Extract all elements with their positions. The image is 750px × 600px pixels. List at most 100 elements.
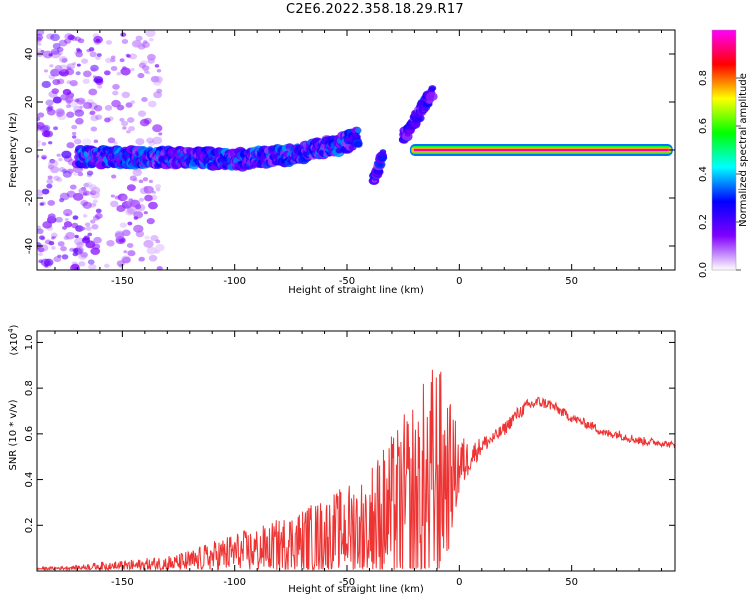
spectrogram-cell [77, 171, 84, 177]
spectrogram-ytick-label: 20 [24, 96, 35, 109]
spectrogram-cell [50, 50, 61, 59]
spectrogram-ytick-label: -20 [24, 190, 35, 206]
spectrogram-cell [126, 117, 135, 123]
spectrogram-cell [146, 71, 151, 75]
spectrogram-cell [92, 199, 98, 204]
spectrogram-cell [72, 251, 79, 257]
spectrogram-cell [130, 67, 135, 72]
spectrogram-cell [39, 202, 44, 206]
spectrogram-cell [52, 43, 61, 50]
spectrogram-cell [145, 30, 156, 37]
spectrogram-cell [116, 204, 126, 213]
spectrogram-cell [53, 126, 59, 131]
spectrogram-cell [41, 142, 47, 146]
spectrogram-cell [91, 224, 99, 230]
snr-marks [37, 369, 675, 571]
spectrogram-cell [37, 142, 41, 148]
spectrogram-cell [150, 235, 159, 242]
spectrogram-cell [46, 183, 53, 189]
spectrogram-cell [429, 86, 436, 92]
spectrogram-cell [378, 162, 384, 167]
spectrogram-panel: -150 -100 -50 0 50 -40 -20 0 20 40 Height of stra… [8, 29, 676, 296]
spectrogram-cell [142, 177, 149, 182]
spectrogram-cell [69, 247, 75, 252]
spectrogram-ytick-label: 0 [24, 147, 35, 153]
spectrogram-cell [48, 53, 53, 57]
spectrogram-cell [141, 41, 150, 48]
spectrogram-cell [62, 88, 72, 96]
spectrogram-cell [90, 114, 99, 122]
spectrogram-cell [126, 129, 131, 134]
spectrogram-cell [89, 51, 97, 58]
spectrogram-cell [74, 234, 79, 239]
spectrogram-cell [158, 132, 163, 136]
spectrogram-cell [48, 141, 53, 145]
spectrogram-ytick-label: -40 [24, 238, 35, 254]
spectrogram-cell [135, 35, 143, 41]
spectrogram-cell [120, 67, 131, 76]
spectrogram-cell [72, 248, 79, 253]
spectrogram-cell [56, 46, 64, 53]
spectrogram-cell [120, 32, 127, 37]
spectrogram-ytick-label: 40 [24, 48, 35, 61]
spectrogram-cell [59, 198, 65, 203]
spectrogram-cell [121, 91, 131, 99]
spectrogram-cell [88, 102, 98, 110]
spectrogram-cell [72, 62, 77, 66]
spectrogram-cell [112, 90, 119, 96]
spectrogram-xtick-label: 0 [456, 276, 462, 287]
spectrogram-cell [154, 76, 163, 83]
spectrogram-cell [95, 38, 101, 42]
spectrogram-cell [143, 211, 148, 215]
spectrogram-cell [48, 240, 55, 246]
spectrogram-marks [37, 30, 673, 270]
spectrogram-cell [37, 140, 42, 144]
spectrogram-cell [67, 34, 75, 41]
spectrogram-cell [77, 38, 85, 44]
spectrogram-xtick-label: -100 [223, 276, 246, 287]
spectrogram-cell [93, 104, 103, 112]
spectrogram-cell [152, 136, 163, 145]
spectrogram-cell [78, 187, 87, 195]
spectrogram-cell [50, 232, 58, 238]
spectrogram-cell [49, 64, 54, 68]
spectrogram-cell [58, 56, 68, 63]
spectrogram-cell [111, 174, 117, 179]
spectrogram-cell [65, 104, 71, 109]
spectrogram-cell [80, 251, 88, 258]
spectrogram-cell [42, 50, 53, 59]
spectrogram-cell [92, 75, 97, 79]
spectrogram-cell [95, 213, 103, 219]
spectrogram-cell [90, 126, 98, 132]
spectrogram-cell [154, 64, 160, 68]
spectrogram-cell [137, 110, 147, 117]
spectrogram-cell [148, 254, 158, 262]
spectrogram-cell [42, 221, 53, 229]
spectrogram-cell [73, 172, 78, 176]
snr-xtick-label: 50 [565, 577, 578, 588]
spectrogram-cell [83, 182, 90, 188]
spectrogram-cell [116, 104, 125, 111]
spectrogram-axes: -150 -100 -50 0 50 -40 -20 0 20 40 [24, 30, 675, 287]
spectrogram-cell [116, 71, 122, 76]
spectrogram-cell [83, 103, 91, 110]
spectrogram-cell [104, 263, 110, 269]
spectrogram-cell [61, 150, 72, 159]
spectrogram-cell [137, 72, 145, 79]
colorbar-tick-label: 0.4 [698, 166, 709, 182]
spectrogram-cell [51, 246, 56, 250]
spectrogram-cell [75, 51, 83, 58]
spectrogram-cell [80, 226, 86, 231]
spectrogram-cell [73, 138, 82, 145]
spectrogram-cell [156, 69, 162, 73]
spectrogram-cell [82, 70, 92, 78]
spectrogram-cell [143, 239, 154, 248]
spectrogram-cell [121, 229, 131, 237]
spectrogram-cell [155, 250, 160, 254]
spectrogram-cell [106, 239, 115, 247]
spectrogram-cell [56, 177, 63, 182]
spectrogram-cell [72, 215, 79, 220]
spectrogram-cell [109, 58, 116, 63]
colorbar-label: Normalized spectral amplitude [738, 73, 749, 227]
spectrogram-cell [156, 266, 163, 270]
